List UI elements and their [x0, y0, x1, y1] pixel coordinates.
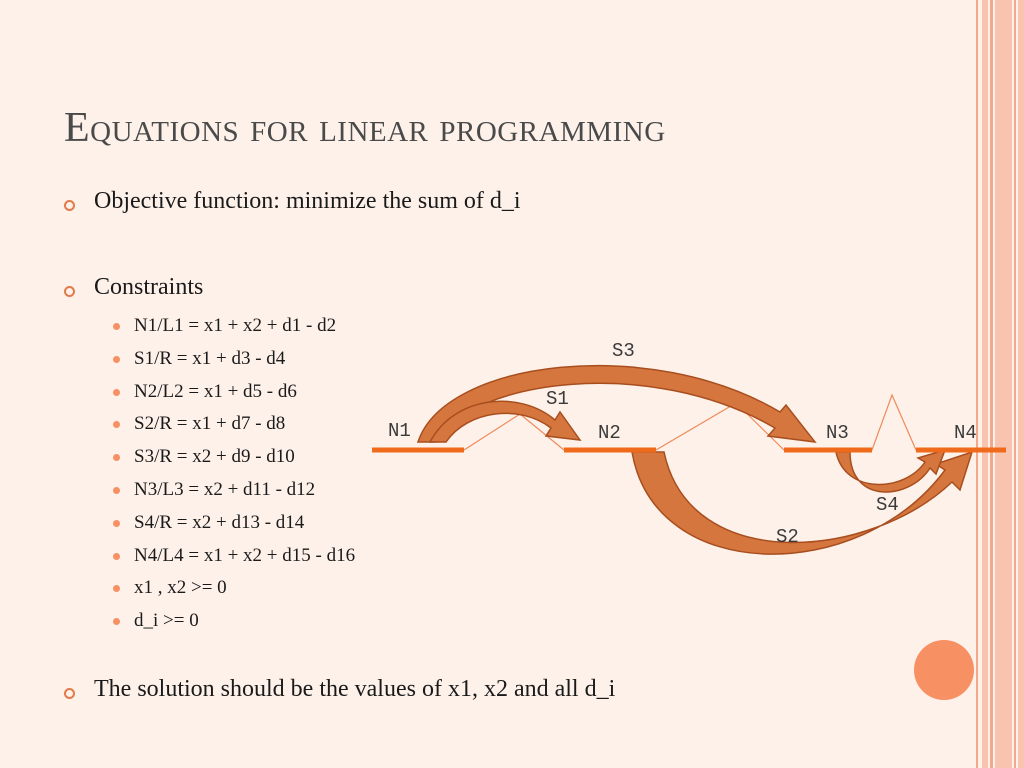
- bullet-ring-icon: [64, 286, 75, 297]
- node-label-n3: N3: [826, 422, 849, 444]
- decor-stripe: [995, 0, 1012, 768]
- decor-stripe: [1018, 0, 1024, 768]
- bullet-dot-icon: [113, 421, 120, 429]
- node-label-n2: N2: [598, 422, 621, 444]
- arc-label-s3: S3: [612, 340, 635, 362]
- constraint-list: N1/L1 = x1 + x2 + d1 - d2 S1/R = x1 + d3…: [113, 312, 355, 640]
- constraint-item: N4/L4 = x1 + x2 + d15 - d16: [113, 542, 355, 575]
- arc-s3-arrow: [416, 364, 817, 443]
- constraint-item: d_i >= 0: [113, 607, 355, 640]
- bullet-dot-icon: [113, 454, 120, 462]
- constraint-item: S1/R = x1 + d3 - d4: [113, 345, 355, 378]
- node-label-n1: N1: [388, 420, 411, 442]
- bullet-ring-icon: [64, 200, 75, 211]
- bullet-dot-icon: [113, 388, 120, 396]
- connector-line: [871, 393, 917, 451]
- bullet-dot-icon: [113, 618, 120, 626]
- bullet-dot-icon: [113, 486, 120, 494]
- bullet-ring-icon: [64, 688, 75, 699]
- constraint-item: N1/L1 = x1 + x2 + d1 - d2: [113, 312, 355, 345]
- decor-stripe: [1014, 0, 1016, 768]
- bullet-dot-icon: [113, 355, 120, 363]
- bullet-solution: The solution should be the values of x1,…: [94, 676, 616, 702]
- slide-title: Equations for linear programming: [64, 105, 666, 151]
- bullet-dot-icon: [113, 323, 120, 330]
- arc-label-s4: S4: [876, 494, 899, 516]
- bullet-objective: Objective function: minimize the sum of …: [94, 188, 521, 214]
- decor-stripe: [982, 0, 988, 768]
- bullet-dot-icon: [113, 585, 120, 593]
- constraint-item: S3/R = x2 + d9 - d10: [113, 443, 355, 476]
- bullet-dot-icon: [113, 552, 120, 560]
- arc-label-s1: S1: [546, 388, 569, 410]
- constraint-item: S2/R = x1 + d7 - d8: [113, 410, 355, 443]
- constraint-item: x1 , x2 >= 0: [113, 574, 355, 607]
- arc-s4-arrow: [835, 448, 947, 493]
- constraint-item: N2/L2 = x1 + d5 - d6: [113, 378, 355, 411]
- arc-label-s2: S2: [776, 526, 799, 548]
- constraint-item: N3/L3 = x2 + d11 - d12: [113, 476, 355, 509]
- arc-s1-arrow: [428, 400, 582, 443]
- bullet-dot-icon: [113, 519, 120, 527]
- bullet-constraints: Constraints: [94, 274, 204, 300]
- constraint-item: S4/R = x2 + d13 - d14: [113, 509, 355, 542]
- node-label-n4: N4: [954, 422, 977, 444]
- decor-stripe: [990, 0, 993, 768]
- decor-circle: [914, 640, 974, 700]
- decor-stripe: [976, 0, 978, 768]
